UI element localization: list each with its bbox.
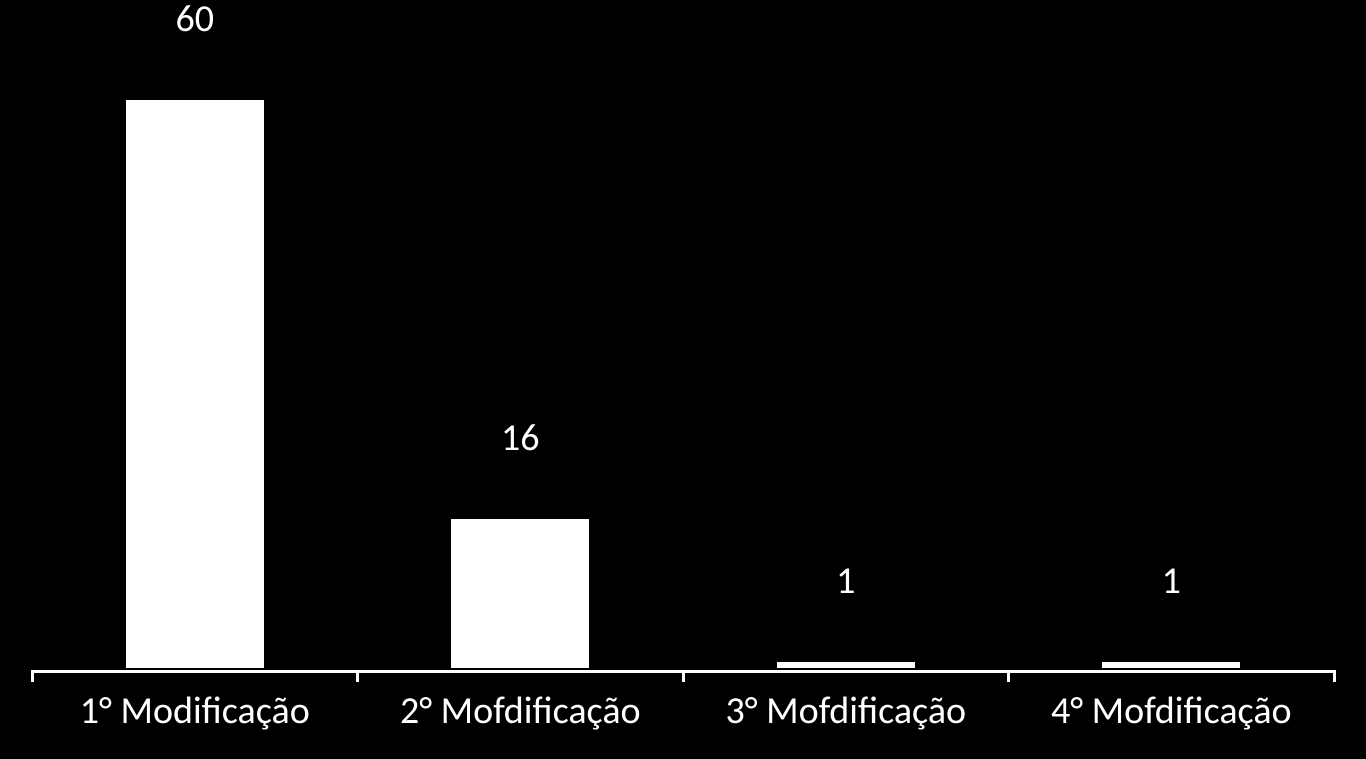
x-axis-category-label: 3° Mofdificação — [683, 688, 1009, 734]
x-axis-category-label: 1° Modificação — [32, 688, 358, 734]
bar-value-label: 1 — [1009, 558, 1335, 604]
x-axis-category-label: 4° Mofdificação — [1009, 688, 1335, 734]
x-axis-tick — [356, 670, 359, 682]
bar-value-label: 1 — [683, 558, 1009, 604]
x-axis-category-label: 2° Mofdificação — [358, 688, 684, 734]
bar — [449, 517, 591, 670]
modifications-bar-chart: 60 16 11 1° Modificação2° Mofdificação3° Mo… — [0, 0, 1366, 759]
bar — [775, 660, 917, 670]
bar — [124, 98, 266, 670]
x-axis-tick — [1333, 670, 1336, 682]
plot-area: 601611 — [32, 50, 1334, 670]
x-axis-tick — [31, 670, 34, 682]
bar-value-label: 16 — [358, 415, 684, 461]
bar — [1100, 660, 1242, 670]
bar-value-label: 60 — [32, 0, 358, 42]
x-axis-tick — [682, 670, 685, 682]
x-axis-tick — [1007, 670, 1010, 682]
